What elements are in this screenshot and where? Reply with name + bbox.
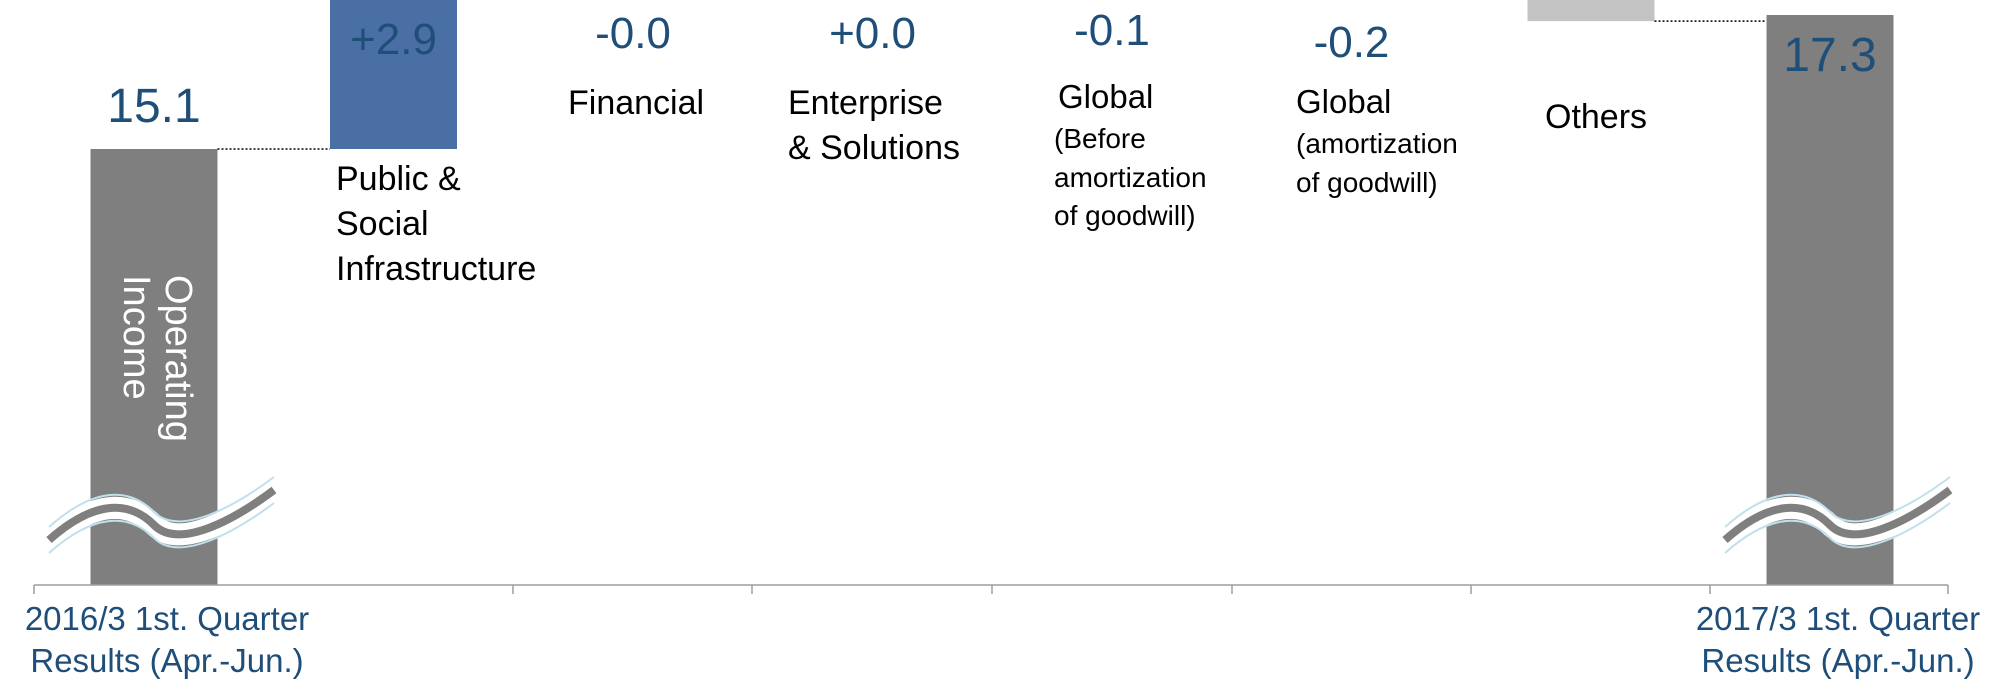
category-label-enterprise-line-1: Enterprise <box>788 84 943 122</box>
category-label-financial-line-1: Financial <box>568 84 704 122</box>
connectors-layer <box>217 20 1767 150</box>
break-line-top-1 <box>48 476 275 528</box>
value-label-5: -0.2 <box>1314 18 1390 67</box>
category-label-global2-line-2: (amortization <box>1296 128 1458 159</box>
category-label-enterprise-line-2: & Solutions <box>788 129 960 167</box>
x-label-end-line-2: Results (Apr.-Jun.) <box>1701 642 1974 679</box>
category-label-global1-line-4: of goodwill) <box>1054 200 1196 231</box>
category-label-global2-line-1: Global <box>1296 83 1391 120</box>
bars-layer <box>90 0 1894 585</box>
inbar-label-line-1: Operating <box>157 275 199 442</box>
value-label-2: -0.0 <box>595 9 671 58</box>
break-line-bottom-2 <box>1724 502 1951 554</box>
category-label-public-line-2: Social <box>336 205 429 243</box>
x-label-end-line-1: 2017/3 1st. Quarter <box>1696 600 1980 637</box>
x-label-start-line-1: 2016/3 1st. Quarter <box>25 600 309 637</box>
step-bar-1 <box>330 0 457 149</box>
inbar-label-line-2: Income <box>115 275 157 400</box>
labels-layer: 15.1 17.3 +2.9 -0.0 +0.0 -0.1 -0.2 Public & Soci… <box>25 6 1980 679</box>
break-inner-2 <box>1722 486 1953 543</box>
x-label-start-line-2: Results (Apr.-Jun.) <box>30 642 303 679</box>
category-label-global2-line-3: of goodwill) <box>1296 167 1438 198</box>
value-label-4: -0.1 <box>1074 6 1150 55</box>
axis-break-layer <box>41 476 1957 554</box>
end-bar <box>1766 15 1894 585</box>
category-label-global1-line-2: (Before <box>1054 123 1146 154</box>
value-label-start: 15.1 <box>107 80 200 133</box>
category-label-global1-line-1: Global <box>1058 78 1153 115</box>
value-label-end: 17.3 <box>1783 29 1876 82</box>
category-label-public-line-3: Infrastructure <box>336 250 536 288</box>
category-label-global1-line-3: amortization <box>1054 162 1207 193</box>
break-line-top-2 <box>1724 476 1951 528</box>
step-bar-6 <box>1527 0 1655 22</box>
break-inner-1 <box>46 486 277 543</box>
value-label-1: +2.9 <box>350 15 437 64</box>
value-label-3: +0.0 <box>829 9 916 58</box>
category-label-others-line-1: Others <box>1545 98 1647 136</box>
break-line-bottom-1 <box>48 502 275 554</box>
x-axis <box>33 584 1949 594</box>
category-label-public-line-1: Public & <box>336 160 461 198</box>
